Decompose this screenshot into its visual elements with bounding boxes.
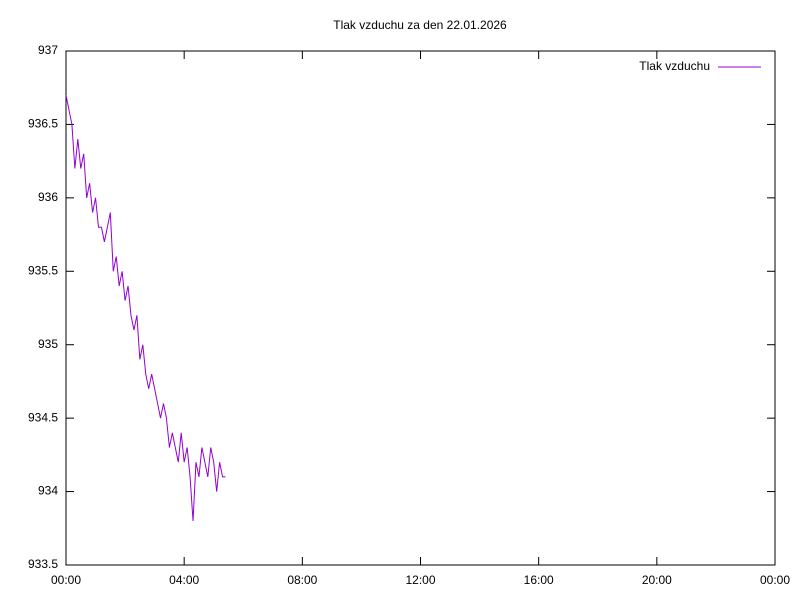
y-tick-label: 934 (38, 484, 58, 498)
y-tick-label: 936 (38, 190, 58, 204)
y-tick-label: 937 (38, 43, 58, 57)
x-tick-label: 04:00 (169, 573, 199, 587)
x-tick-label: 00:00 (51, 573, 81, 587)
x-tick-label: 20:00 (642, 573, 672, 587)
x-tick-label: 12:00 (405, 573, 435, 587)
y-tick-label: 935.5 (28, 263, 58, 277)
legend-label: Tlak vzduchu (639, 59, 710, 73)
y-tick-label: 936.5 (28, 117, 58, 131)
x-tick-label: 16:00 (524, 573, 554, 587)
x-tick-label: 08:00 (287, 573, 317, 587)
y-tick-label: 933.5 (28, 557, 58, 571)
y-tick-label: 934.5 (28, 410, 58, 424)
x-tick-label: 00:00 (760, 573, 790, 587)
data-line (65, 94, 226, 521)
chart-title: Tlak vzduchu za den 22.01.2026 (333, 18, 507, 32)
y-tick-label: 935 (38, 337, 58, 351)
